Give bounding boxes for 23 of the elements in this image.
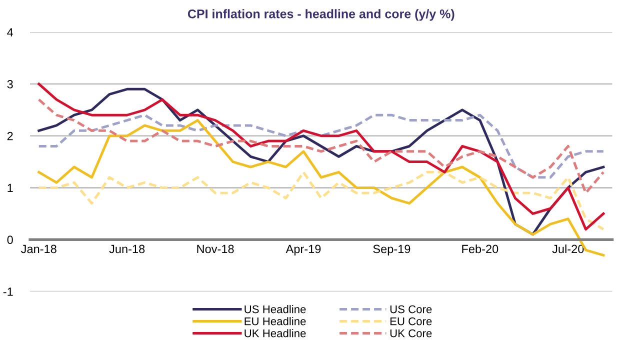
legend-label: US Core bbox=[390, 305, 432, 314]
legend-label: UK Headline bbox=[244, 329, 306, 338]
x-tick-label: Feb-20 bbox=[462, 244, 498, 254]
x-tick-label: Jun-18 bbox=[109, 244, 145, 254]
line-series bbox=[38, 98, 605, 194]
y-tick-label: 1 bbox=[8, 184, 13, 192]
y-tick-label: 0 bbox=[7, 236, 13, 244]
y-tick-label: 4 bbox=[7, 28, 14, 36]
x-tick-label: Jan-18 bbox=[21, 244, 56, 254]
legend-label: EU Headline bbox=[244, 317, 306, 326]
x-tick-label: Apr-19 bbox=[286, 244, 321, 256]
legend-label: US Headline bbox=[244, 305, 306, 314]
line-series bbox=[38, 114, 605, 179]
y-tick-label: 2 bbox=[7, 132, 13, 140]
x-tick-label: Sep-19 bbox=[373, 244, 410, 256]
legend-label: EU Core bbox=[390, 317, 432, 326]
legend-label: UK Core bbox=[390, 329, 432, 338]
y-tick-label: 3 bbox=[7, 80, 13, 88]
x-tick-label: Jul-20 bbox=[552, 244, 584, 254]
line-series bbox=[38, 170, 605, 231]
chart-title: CPI inflation rates - headline and core (y/y %) bbox=[188, 9, 454, 21]
y-tick-label: -1 bbox=[3, 288, 13, 296]
x-tick-label: Nov-18 bbox=[197, 244, 234, 254]
